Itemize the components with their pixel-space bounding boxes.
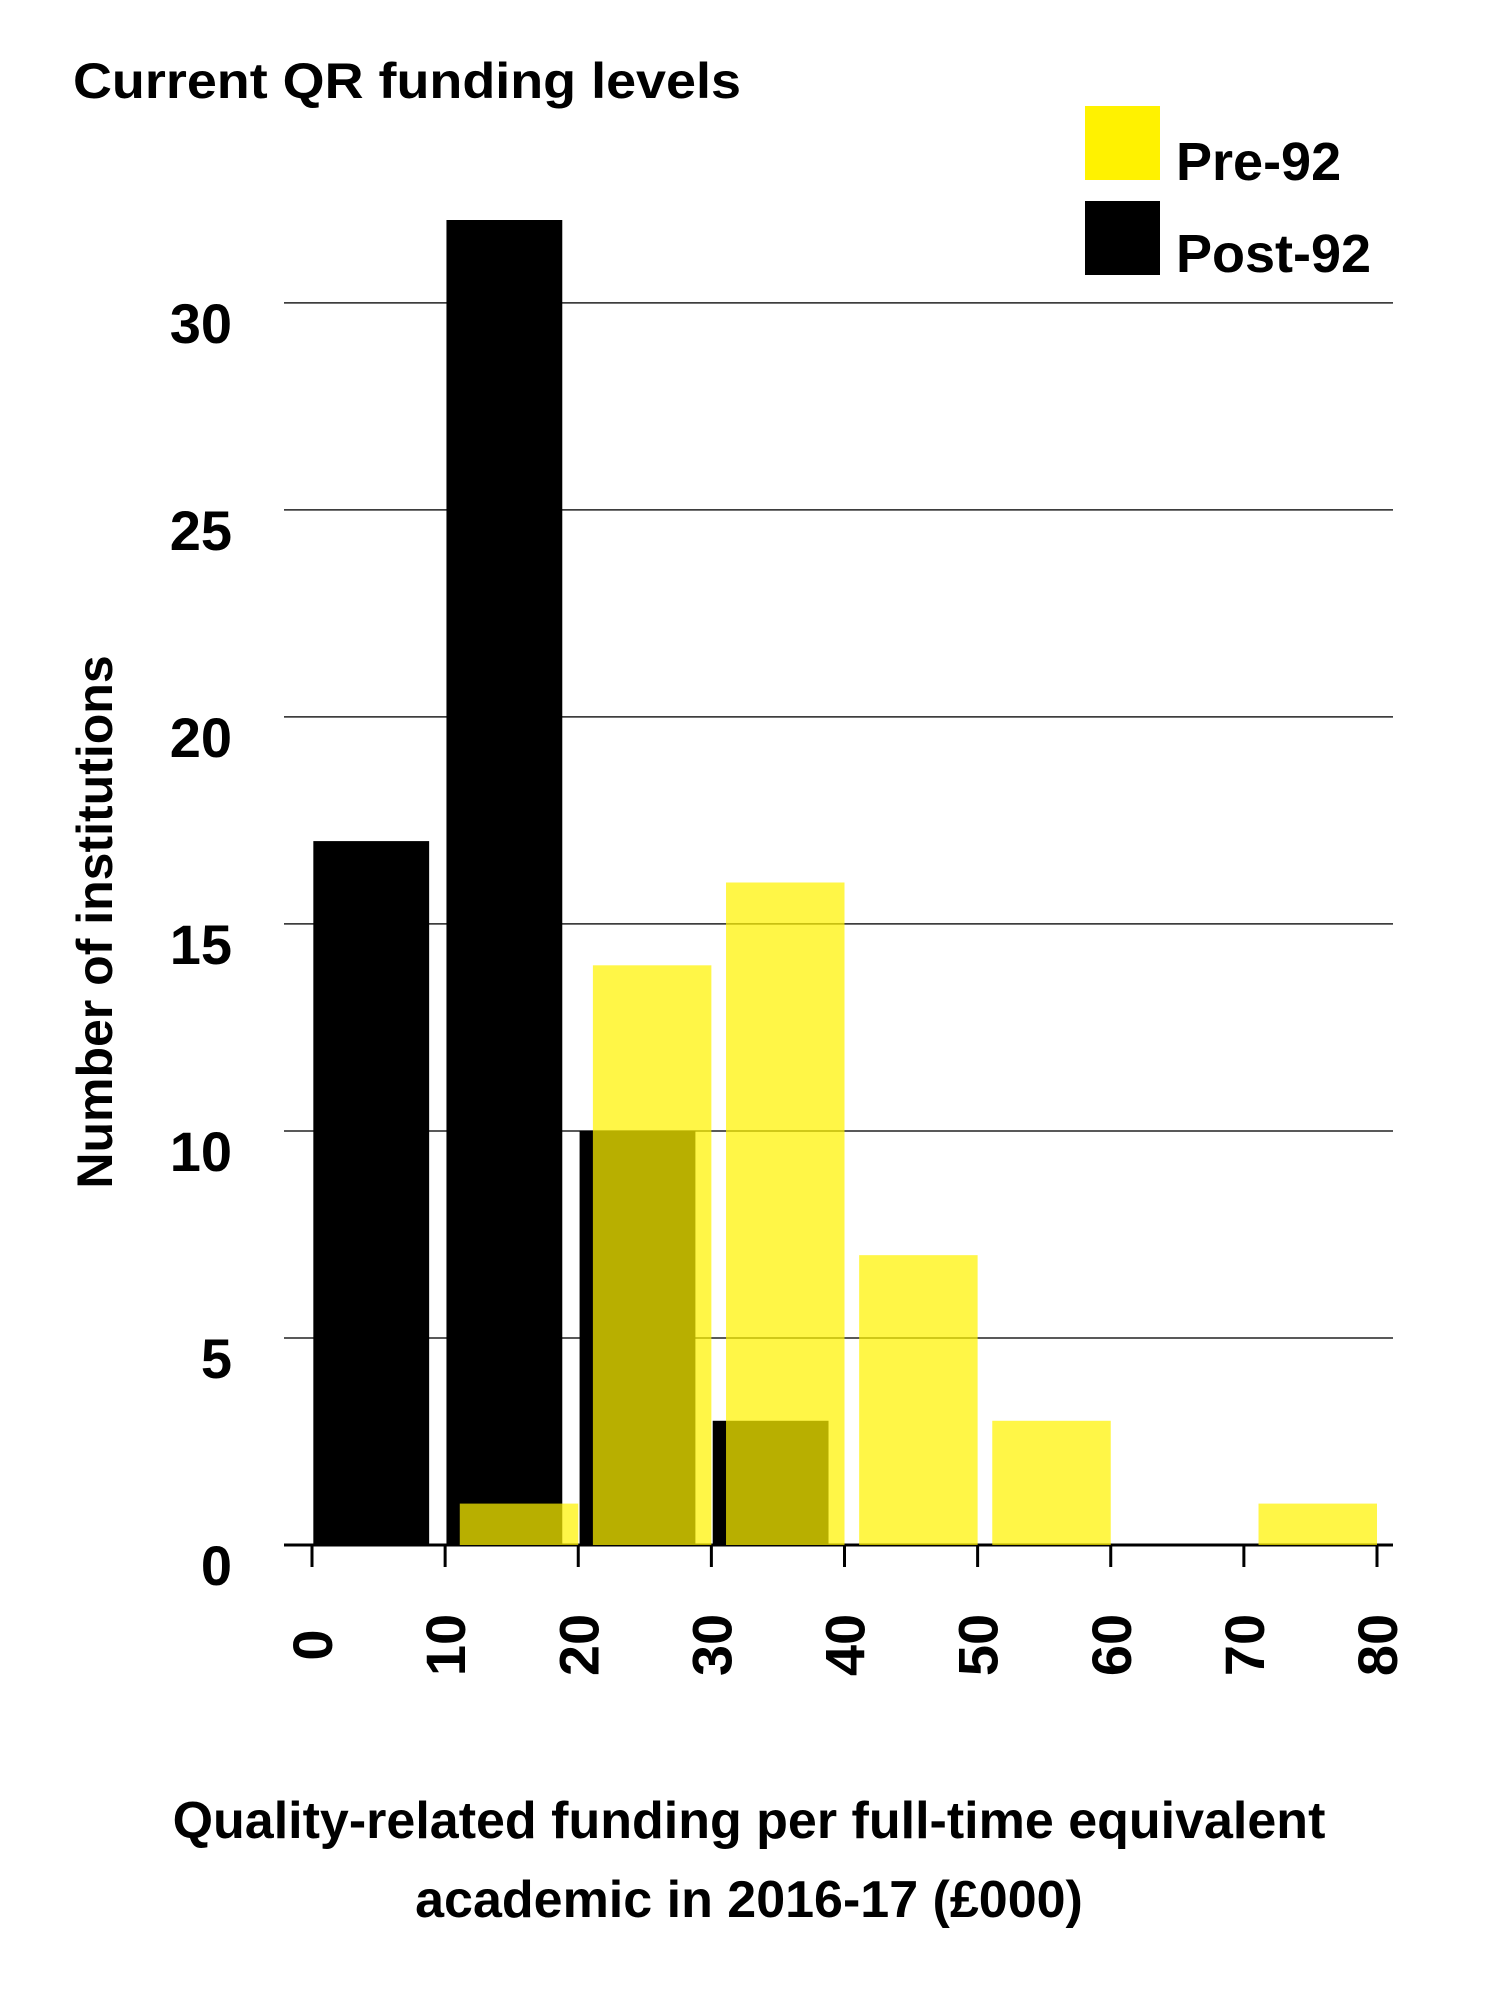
y-tick-label: 15 (170, 913, 232, 976)
bar (992, 1420, 1111, 1545)
x-tick-label: 70 (1213, 1614, 1276, 1676)
x-tick-label: 0 (281, 1629, 344, 1660)
y-tick-label: 0 (201, 1534, 232, 1597)
legend-swatch (1085, 106, 1160, 180)
y-tick-label: 30 (170, 292, 232, 355)
bar (592, 965, 712, 1545)
bar (1258, 1503, 1377, 1545)
x-axis-title: Quality-related funding per full-time eq… (173, 1792, 1326, 1850)
bar (313, 841, 430, 1545)
y-axis-title: Number of institutions (67, 655, 123, 1188)
legend-swatch (1085, 201, 1160, 275)
bar (446, 220, 563, 1545)
x-tick-label: 40 (814, 1614, 877, 1676)
legend-label: Pre-92 (1176, 132, 1341, 192)
x-tick-label: 20 (547, 1614, 610, 1676)
bar (459, 1503, 579, 1545)
x-tick-label: 50 (947, 1614, 1010, 1676)
x-tick-label: 80 (1346, 1614, 1409, 1676)
y-tick-label: 5 (201, 1327, 232, 1390)
x-axis-title: academic in 2016-17 (£000) (415, 1871, 1083, 1929)
x-tick-label: 60 (1080, 1614, 1143, 1676)
x-tick-label: 30 (680, 1614, 743, 1676)
bar (859, 1255, 978, 1545)
y-tick-label: 20 (170, 706, 232, 769)
x-tick-label: 10 (414, 1614, 477, 1676)
y-tick-label: 10 (170, 1120, 232, 1183)
bar (726, 882, 845, 1545)
legend-label: Post-92 (1176, 224, 1371, 284)
y-tick-label: 25 (170, 499, 232, 562)
chart-title: Current QR funding levels (73, 53, 741, 109)
